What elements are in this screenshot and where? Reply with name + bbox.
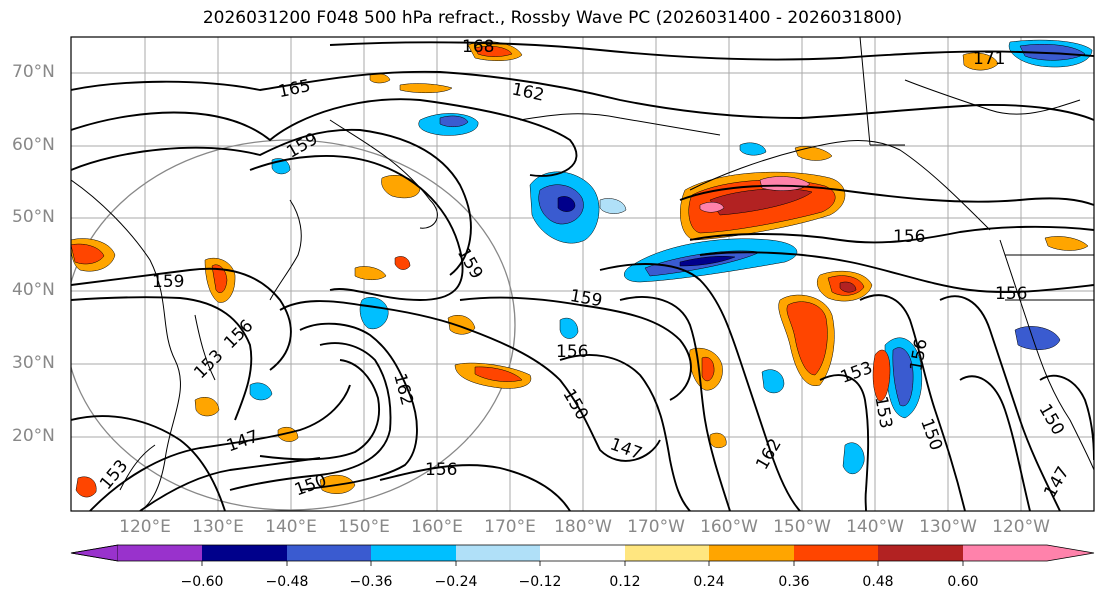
- colorbar-swatch: [371, 545, 456, 561]
- colorbar-tick-label: 0.60: [947, 574, 979, 590]
- colorbar-swatch: [1047, 545, 1094, 561]
- contour-label: 156: [893, 227, 925, 247]
- lon-label: 130°W: [919, 517, 977, 537]
- lon-label: 120°W: [992, 517, 1050, 537]
- colorbar-tick-label: −0.48: [265, 574, 309, 590]
- lat-label: 60°N: [12, 135, 55, 155]
- map-frame: [70, 36, 1095, 512]
- lon-label: 170°E: [484, 517, 536, 537]
- colorbar-swatch: [625, 545, 709, 561]
- lat-label: 50°N: [12, 207, 55, 227]
- map-title: 2026031200 F048 500 hPa refract., Rossby…: [202, 8, 903, 28]
- lon-label: 150°W: [773, 517, 831, 537]
- lon-label: 180°W: [554, 517, 612, 537]
- lon-label: 170°W: [627, 517, 685, 537]
- lon-label: 160°E: [411, 517, 463, 537]
- lon-label: 140°W: [846, 517, 904, 537]
- lat-label: 30°N: [12, 353, 55, 373]
- height-contours: [71, 41, 1094, 511]
- contour-label: 156: [425, 460, 457, 480]
- lat-label: 40°N: [12, 280, 55, 300]
- contour-label: 171: [973, 49, 1005, 69]
- colorbar-tick-label: 0.48: [862, 574, 894, 590]
- colorbar-tick-label: 0.36: [778, 574, 810, 590]
- lon-label: 130°E: [192, 517, 244, 537]
- colorbar-tick-label: −0.24: [434, 574, 478, 590]
- colorbar-outline: [70, 544, 1095, 562]
- lon-label: 150°E: [338, 517, 390, 537]
- colorbar: [70, 544, 1095, 566]
- colorbar-tick-label: −0.12: [518, 574, 562, 590]
- colorbar-swatch: [456, 545, 540, 561]
- colorbar-ticks: [201, 561, 964, 566]
- region-circle: [71, 139, 516, 511]
- colorbar-swatch: [540, 545, 625, 561]
- contour-label: 168: [462, 37, 494, 57]
- colorbar-swatch: [878, 545, 963, 561]
- lat-label: 70°N: [12, 62, 55, 82]
- colorbar-tick-label: −0.36: [349, 574, 393, 590]
- lat-label: 20°N: [12, 426, 55, 446]
- lon-label: 120°E: [119, 517, 171, 537]
- anomaly-shading: [71, 39, 1093, 498]
- colorbar-swatch: [794, 545, 878, 561]
- lon-label: 160°W: [700, 517, 758, 537]
- contour-label: 156: [556, 342, 588, 362]
- contour-label: 159: [152, 272, 184, 292]
- colorbar-tick-label: 0.12: [609, 574, 641, 590]
- contour-label: 156: [995, 284, 1027, 304]
- colorbar-tick-label: −0.60: [180, 574, 224, 590]
- colorbar-swatch: [709, 545, 794, 561]
- colorbar-swatch: [118, 545, 202, 561]
- colorbar-swatch: [70, 544, 119, 562]
- colorbar-swatch: [963, 545, 1047, 561]
- colorbar-swatch: [287, 545, 371, 561]
- colorbar-swatch: [202, 545, 287, 561]
- lon-label: 140°E: [265, 517, 317, 537]
- colorbar-tick-label: 0.24: [693, 574, 725, 590]
